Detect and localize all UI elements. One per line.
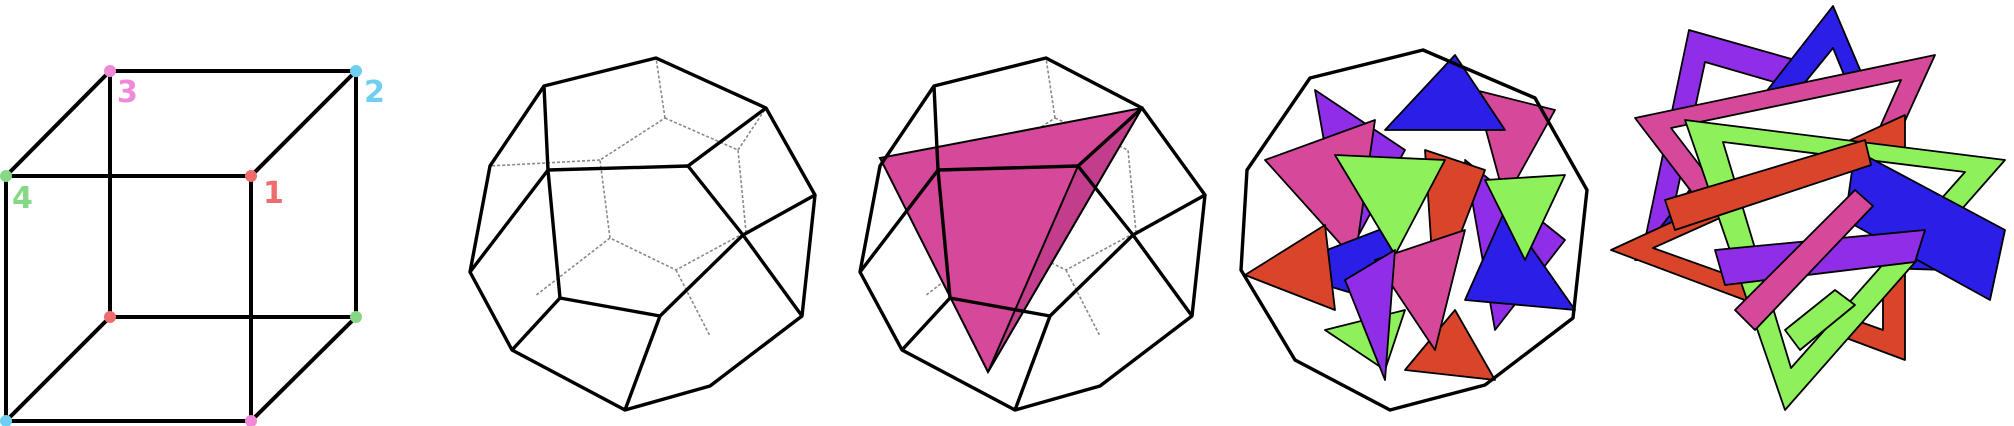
dodecahedron-wireframe bbox=[468, 56, 817, 412]
cube-diagram: 1 2 3 4 bbox=[0, 65, 385, 426]
dodecahedron-with-tetrahedron bbox=[858, 56, 1207, 412]
magenta-frame-bar bbox=[1734, 189, 1874, 331]
vertex-front-bottom-left-dot bbox=[0, 415, 12, 426]
purple-tetrahedron-face-3 bbox=[1344, 249, 1396, 381]
tetrahedra-frames-compound-icon bbox=[1610, 5, 2006, 411]
vertex-label-3: 3 bbox=[117, 75, 138, 110]
dodecahedron-with-five-tetrahedra bbox=[1239, 48, 1589, 412]
five-tetrahedra-compound-icon bbox=[1239, 48, 1589, 412]
green-tetrahedron-face bbox=[1334, 154, 1446, 256]
vertex-back-bottom-left-dot bbox=[104, 311, 116, 323]
magenta-tetrahedron-face-3 bbox=[1374, 229, 1466, 351]
cube-edges bbox=[4, 69, 358, 423]
vertex-front-bottom-right-dot bbox=[245, 415, 257, 426]
vertex-3-dot bbox=[104, 65, 116, 77]
blue-tetrahedron-face bbox=[1384, 54, 1506, 131]
green-tetrahedron-face-2 bbox=[1484, 174, 1566, 261]
green-frame-bar bbox=[1784, 289, 1856, 351]
vertex-1-dot bbox=[245, 170, 257, 182]
vertex-4-dot bbox=[0, 170, 12, 182]
red-frame-bar bbox=[1664, 139, 1872, 231]
vertex-back-bottom-right-dot bbox=[350, 311, 362, 323]
tetrahedron-in-dodecahedron-icon bbox=[858, 56, 1207, 412]
dodecahedron-icon bbox=[468, 56, 817, 412]
five-tetrahedra-frames bbox=[1610, 5, 2006, 411]
vertex-label-1: 1 bbox=[263, 176, 284, 211]
red-tetrahedron-face bbox=[1244, 224, 1336, 311]
vertex-label-2: 2 bbox=[364, 75, 385, 110]
vertex-2-dot bbox=[350, 65, 362, 77]
cube-vertices bbox=[0, 65, 362, 426]
blue-tetrahedron-face-3 bbox=[1464, 209, 1576, 311]
dodecahedron-outline bbox=[1239, 48, 1589, 412]
vertex-label-4: 4 bbox=[12, 181, 33, 216]
